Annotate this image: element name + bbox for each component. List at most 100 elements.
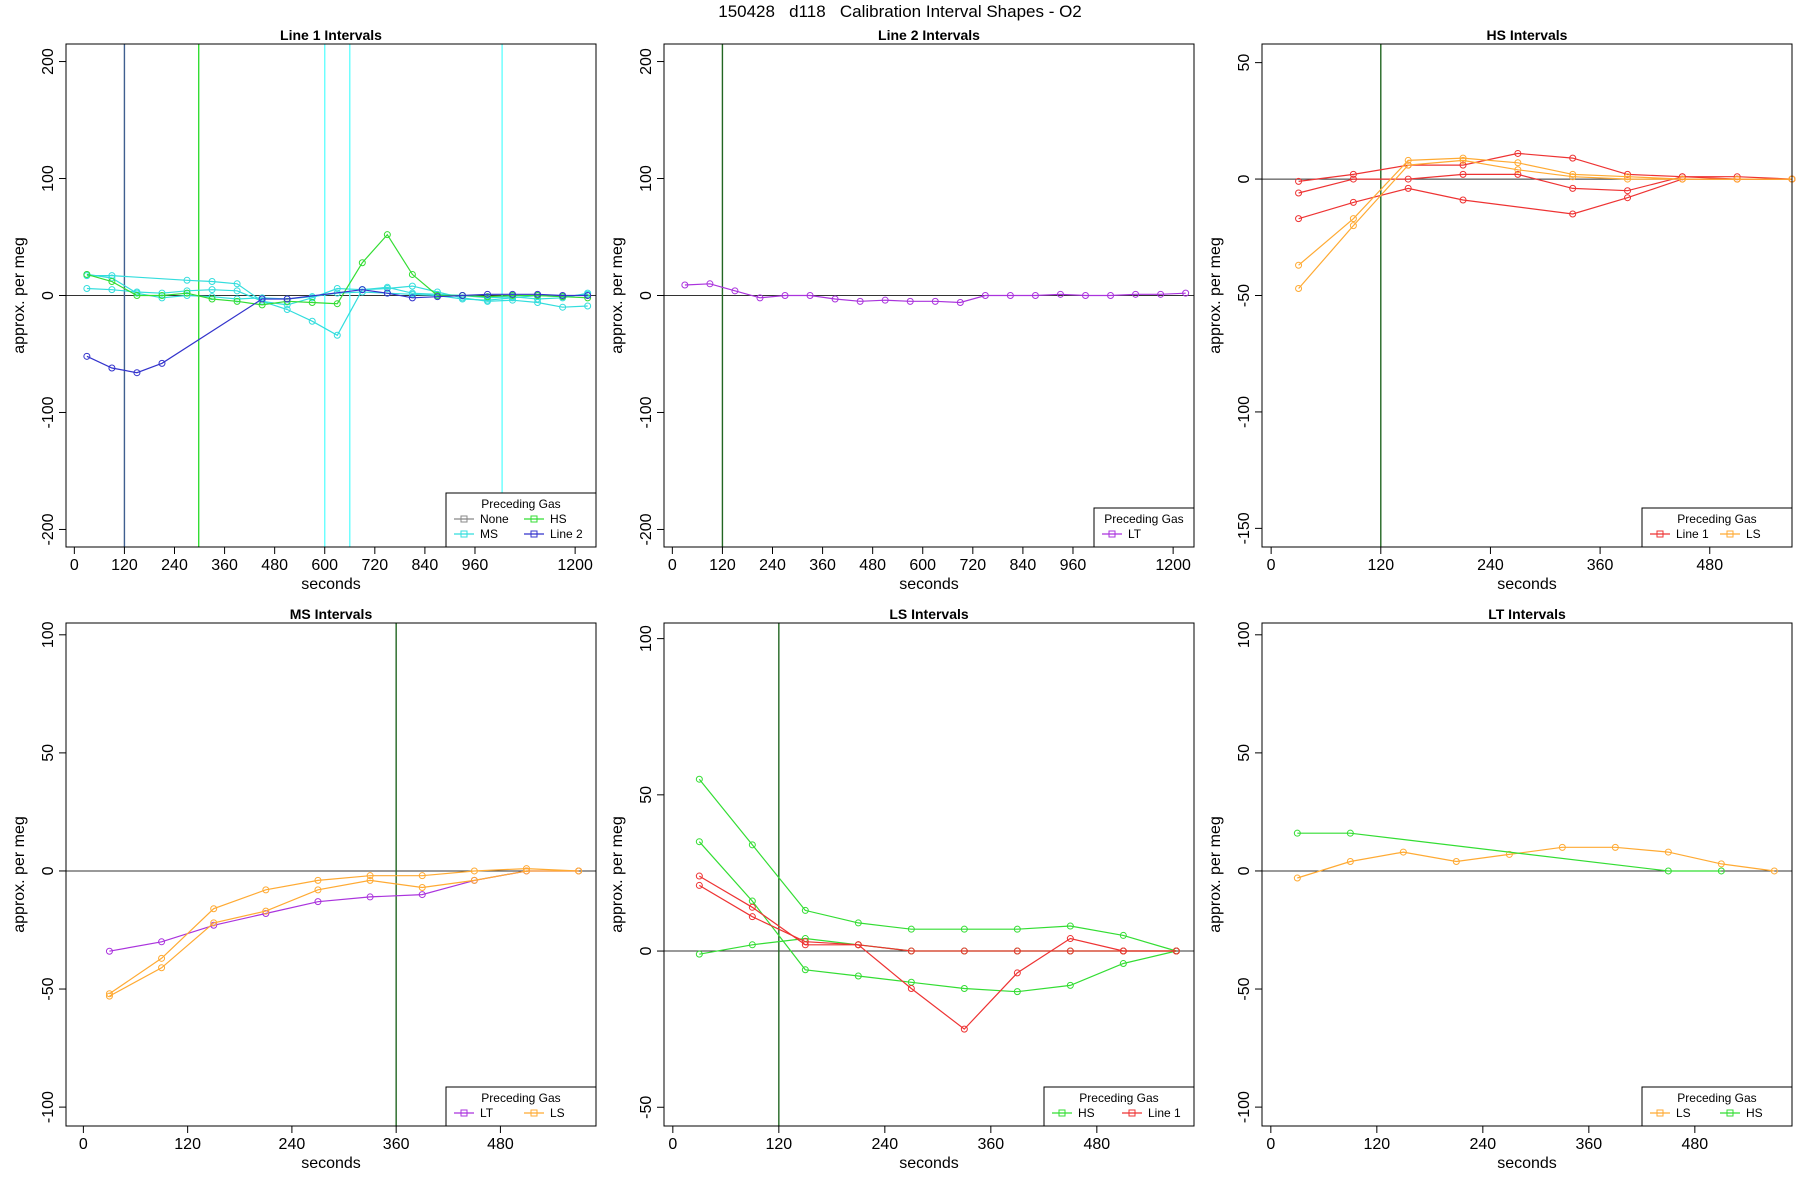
data-point	[584, 294, 592, 302]
data-point	[418, 891, 426, 899]
y-tick-label: 0	[40, 866, 57, 875]
data-point	[408, 294, 416, 302]
series-2	[1293, 829, 1725, 875]
data-point	[108, 277, 116, 285]
series-line	[1297, 846, 1775, 879]
legend-entry: Line 1	[1650, 527, 1709, 541]
x-axis-label: seconds	[301, 1155, 361, 1172]
y-tick-label: 200	[40, 48, 57, 75]
x-tick-label: 360	[977, 1136, 1004, 1153]
data-point	[1733, 173, 1741, 181]
data-point	[1346, 858, 1354, 866]
data-point	[1013, 947, 1021, 955]
legend-entry: MS	[454, 527, 498, 541]
legend-box	[1641, 507, 1793, 548]
x-axis-label: seconds	[899, 1155, 959, 1172]
series-1	[83, 272, 592, 339]
x-tick-label: 480	[261, 557, 288, 574]
chart-title: HS Intervals	[1487, 27, 1568, 43]
data-point	[695, 950, 703, 958]
data-point	[483, 290, 491, 298]
legend-marker	[460, 1109, 468, 1117]
data-point	[854, 972, 862, 980]
x-tick-label: 960	[462, 557, 489, 574]
legend-marker	[460, 530, 468, 538]
data-point	[1066, 947, 1074, 955]
x-tick-label: 720	[959, 557, 986, 574]
y-axis-label: approx. per meg	[609, 816, 626, 933]
y-tick-label: -100	[1236, 1091, 1253, 1123]
data-point	[960, 1025, 968, 1033]
data-point	[1770, 867, 1778, 875]
legend-entry: LS	[1720, 527, 1761, 541]
data-point	[308, 299, 316, 307]
series-line	[698, 875, 1177, 1030]
data-point	[1733, 175, 1741, 183]
data-point	[1624, 170, 1632, 178]
data-point	[1459, 154, 1467, 162]
x-tick-label: 480	[1083, 1136, 1110, 1153]
data-point	[283, 295, 291, 303]
legend-entry: LS	[1650, 1106, 1691, 1120]
data-point	[1404, 161, 1412, 169]
chart-panel-1: Line 1 Intervals 0 120 240 360 480 600 720 840 96…	[11, 27, 597, 593]
x-tick-label: 360	[211, 557, 238, 574]
data-point	[1404, 184, 1412, 192]
series-line	[109, 870, 579, 997]
y-tick-label: 50	[1236, 54, 1253, 72]
legend-entry: Line 1	[1122, 1106, 1181, 1120]
data-point	[1349, 222, 1357, 230]
series-line	[109, 867, 579, 995]
chart-title: Line 1 Intervals	[280, 27, 382, 43]
data-point	[366, 893, 374, 901]
legend-label: MS	[480, 527, 498, 541]
data-point	[1558, 843, 1566, 851]
series-line	[86, 289, 588, 374]
chart-title: LT Intervals	[1488, 606, 1566, 622]
y-tick-label: 0	[638, 291, 655, 300]
data-point	[695, 838, 703, 846]
series-2	[1295, 170, 1796, 197]
series-1	[1295, 149, 1796, 185]
data-point	[158, 294, 166, 302]
data-point	[1678, 175, 1686, 183]
data-point	[1119, 931, 1127, 939]
data-point	[960, 947, 968, 955]
data-point	[1717, 867, 1725, 875]
x-tick-label: 480	[1696, 557, 1723, 574]
data-point	[1569, 154, 1577, 162]
data-point	[283, 297, 291, 305]
x-tick-label: 840	[412, 557, 439, 574]
data-point	[706, 280, 714, 288]
legend-label: LT	[480, 1106, 494, 1120]
y-axis-label: approx. per meg	[11, 237, 28, 354]
series-2	[105, 865, 583, 998]
data-point	[314, 886, 322, 894]
data-point	[183, 276, 191, 284]
y-tick-label: -100	[638, 396, 655, 428]
data-point	[358, 259, 366, 267]
x-tick-label: 0	[70, 557, 79, 574]
x-tick-label: 240	[759, 557, 786, 574]
data-point	[981, 292, 989, 299]
data-point	[960, 925, 968, 933]
data-point	[358, 286, 366, 294]
data-point	[1295, 285, 1303, 293]
x-tick-label: 120	[1363, 1136, 1390, 1153]
legend-entry: Line 2	[524, 527, 583, 541]
data-point	[1514, 149, 1522, 157]
data-point	[1293, 829, 1301, 837]
data-point	[801, 906, 809, 914]
y-tick-label: 50	[638, 786, 655, 804]
legend-entry: LS	[524, 1106, 565, 1120]
data-point	[418, 883, 426, 891]
legend-label: LS	[550, 1106, 565, 1120]
x-axis-label: seconds	[301, 576, 361, 593]
series-line	[86, 233, 588, 306]
data-point	[831, 295, 839, 303]
legend-entry: HS	[524, 512, 567, 526]
data-point	[1459, 196, 1467, 204]
data-point	[1119, 947, 1127, 955]
x-tick-label: 1200	[1155, 557, 1191, 574]
